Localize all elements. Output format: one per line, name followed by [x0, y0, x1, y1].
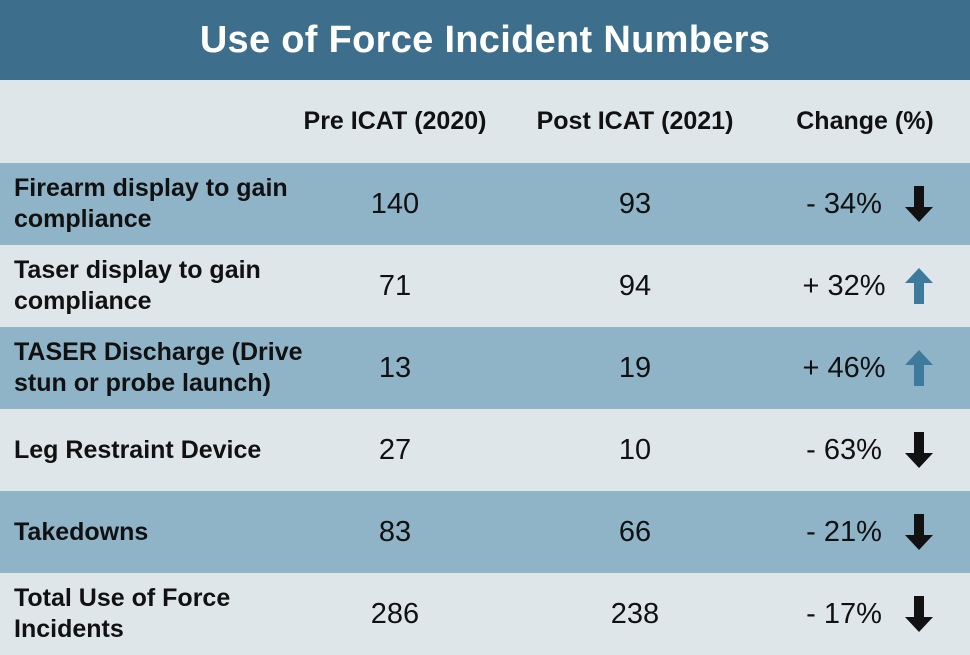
change-value: - 34% — [806, 187, 882, 220]
change-cell: + 46% — [770, 327, 960, 409]
change-value: - 63% — [806, 433, 882, 466]
change-cell: - 21% — [770, 491, 960, 573]
pre-value: 13 — [378, 351, 412, 384]
header-row: Pre ICAT (2020) Post ICAT (2021) Change … — [0, 80, 970, 163]
title-bar: Use of Force Incident Numbers — [0, 0, 970, 80]
arrow-down-icon — [905, 186, 933, 222]
pre-value: 286 — [370, 597, 420, 630]
table-row: Total Use of Force Incidents 286 238 - 17% — [0, 573, 970, 655]
arrow-down-icon — [905, 432, 933, 468]
table-row: Takedowns 83 66 - 21% — [0, 491, 970, 573]
arrow-down-icon — [905, 596, 933, 632]
post-value: 10 — [618, 433, 652, 466]
row-label: Takedowns — [14, 517, 149, 546]
change-value: - 17% — [806, 597, 882, 630]
change-cell: - 34% — [770, 163, 960, 245]
change-value: - 21% — [806, 515, 882, 548]
chart-title: Use of Force Incident Numbers — [199, 18, 771, 61]
table-row: Leg Restraint Device 27 10 - 63% — [0, 409, 970, 491]
change-cell: - 63% — [770, 409, 960, 491]
change-value: + 32% — [802, 269, 886, 302]
arrow-up-icon — [905, 268, 933, 304]
row-label: Taser display to gain compliance — [14, 256, 261, 315]
pre-value: 83 — [378, 515, 412, 548]
table-body: Firearm display to gain compliance 140 93 -… — [0, 163, 970, 655]
table-row: Taser display to gain compliance 71 94 + 32… — [0, 245, 970, 327]
row-label: Firearm display to gain compliance — [14, 174, 288, 233]
arrow-up-icon — [905, 350, 933, 386]
table-row: Firearm display to gain compliance 140 93 -… — [0, 163, 970, 245]
row-label: TASER Discharge (Drive stun or probe lau… — [14, 338, 303, 397]
row-label: Leg Restraint Device — [14, 435, 262, 464]
pre-value: 140 — [370, 187, 420, 220]
post-value: 93 — [618, 187, 652, 220]
row-label: Total Use of Force Incidents — [14, 584, 231, 643]
post-value: 66 — [618, 515, 652, 548]
change-cell: - 17% — [770, 573, 960, 655]
table-row: TASER Discharge (Drive stun or probe lau… — [0, 327, 970, 409]
change-value: + 46% — [802, 351, 886, 384]
pre-value: 27 — [378, 433, 412, 466]
column-header-pre: Pre ICAT (2020) — [303, 107, 487, 135]
post-value: 94 — [618, 269, 652, 302]
pre-value: 71 — [378, 269, 412, 302]
change-cell: + 32% — [770, 245, 960, 327]
arrow-down-icon — [905, 514, 933, 550]
post-value: 238 — [610, 597, 660, 630]
column-header-post: Post ICAT (2021) — [536, 107, 734, 135]
column-header-change: Change (%) — [796, 107, 934, 135]
post-value: 19 — [618, 351, 652, 384]
